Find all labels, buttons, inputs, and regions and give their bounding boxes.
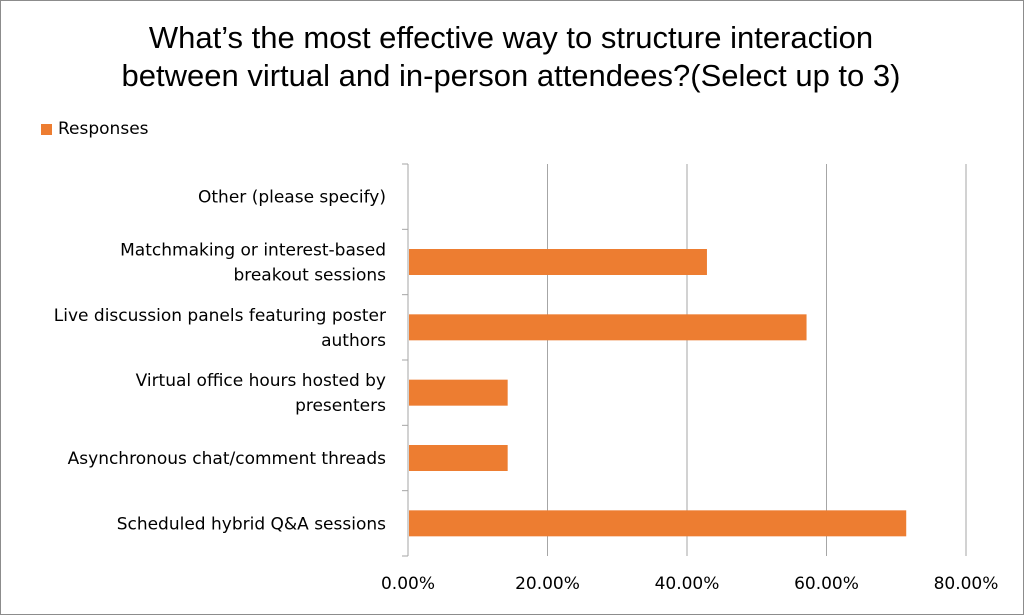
bar: [409, 314, 807, 341]
chart-title: What’s the most effective way to structu…: [121, 20, 901, 93]
x-tick-label: 40.00%: [655, 574, 720, 594]
category-label: Matchmaking or interest-based breakout se…: [120, 241, 386, 286]
x-tick-label: 60.00%: [794, 574, 859, 594]
category-label: Live discussion panels featuring poster a…: [54, 306, 386, 351]
bar: [409, 249, 707, 275]
bar: [409, 445, 508, 471]
category-label: Other (please specify): [198, 188, 386, 208]
category-label: Scheduled hybrid Q&A sessions: [117, 514, 386, 534]
bar: [409, 510, 907, 537]
x-tick-label: 0.00%: [381, 574, 435, 594]
x-tick-label: 20.00%: [515, 574, 580, 594]
category-label: Asynchronous chat/comment threads: [68, 449, 386, 469]
category-label: Virtual office hours hosted by presenters: [136, 371, 387, 416]
legend-label: Responses: [58, 119, 149, 139]
bar: [409, 379, 508, 406]
chart-legend: Responses: [41, 119, 149, 139]
legend-swatch: [41, 123, 52, 135]
x-tick-label: 80.00%: [934, 574, 999, 594]
